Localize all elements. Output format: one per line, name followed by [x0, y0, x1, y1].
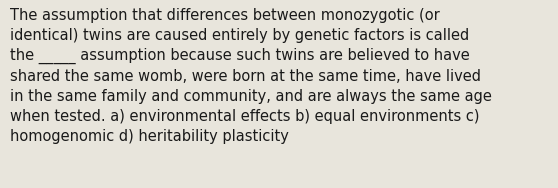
Text: The assumption that differences between monozygotic (or
identical) twins are cau: The assumption that differences between …: [10, 8, 492, 144]
